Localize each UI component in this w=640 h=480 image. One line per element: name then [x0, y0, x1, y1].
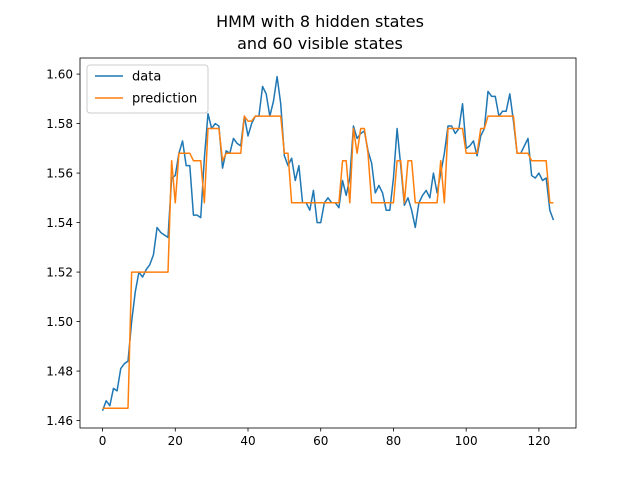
- legend-box: [86, 64, 209, 114]
- x-tick-label: 20: [168, 434, 183, 448]
- y-tick-label: 1.46: [46, 414, 73, 428]
- x-tick-label: 60: [313, 434, 328, 448]
- chart-title-line-1: HMM with 8 hidden states: [216, 12, 424, 31]
- legend-label-prediction: prediction: [132, 92, 197, 107]
- series-layer: [101, 75, 555, 411]
- y-tick-label: 1.56: [46, 166, 73, 180]
- legend-label-data: data: [132, 70, 161, 85]
- x-tick-label: 120: [527, 434, 550, 448]
- ticks-layer: 0 20 40 60 80 100 120 1.46 1.48 1.50 1.52 1.54 1.56 1…: [46, 67, 550, 448]
- y-tick-label: 1.54: [46, 216, 73, 230]
- y-tick-label: 1.60: [46, 67, 73, 81]
- y-tick-label: 1.58: [46, 117, 73, 131]
- axes-frame: [79, 57, 577, 429]
- x-tick-label: 40: [240, 434, 255, 448]
- y-tick-label: 1.48: [46, 364, 73, 378]
- y-tick-label: 1.52: [46, 265, 73, 279]
- chart-title-line-2: and 60 visible states: [237, 34, 403, 53]
- legend: data prediction: [86, 64, 209, 114]
- series-line-prediction: [102, 115, 554, 409]
- x-tick-label: 0: [99, 434, 107, 448]
- x-tick-label: 80: [386, 434, 401, 448]
- y-tick-label: 1.50: [46, 315, 73, 329]
- x-tick-label: 100: [455, 434, 478, 448]
